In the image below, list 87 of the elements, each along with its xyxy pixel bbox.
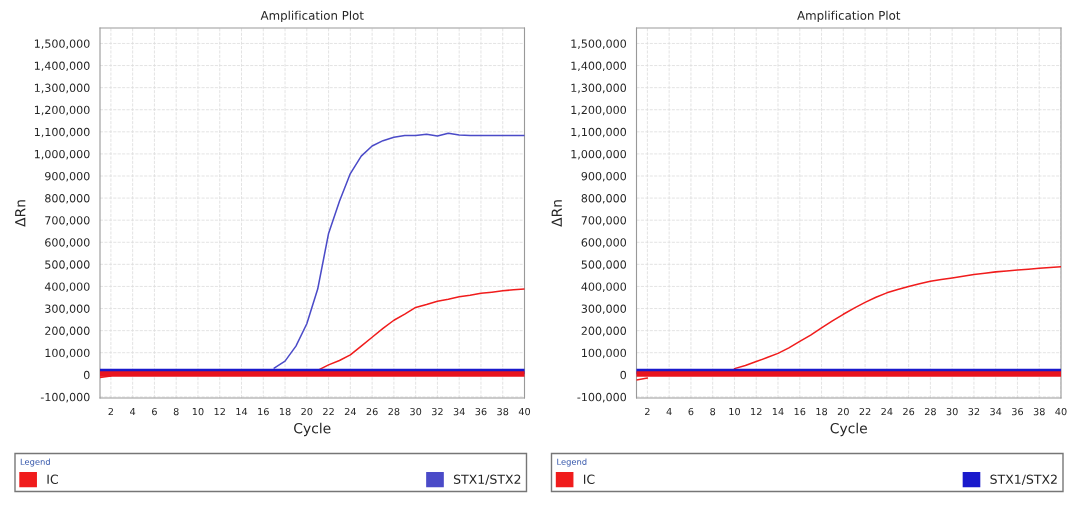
y-tick-label: 1,000,000	[571, 149, 627, 160]
x-tick-label: 28	[924, 407, 936, 416]
x-tick-label: 8	[710, 407, 716, 416]
y-tick-label: 1,400,000	[571, 61, 627, 72]
y-axis-title: ΔRn	[15, 200, 26, 227]
text: IC	[583, 474, 595, 484]
x-tick-label: 14	[236, 408, 248, 416]
x-tick-label: 30	[410, 407, 422, 416]
y-tick-label: 500,000	[45, 260, 90, 270]
y-tick-label: 0	[620, 370, 627, 380]
legend-label: IC	[47, 474, 58, 484]
y-tick-label: 1,200,000	[34, 105, 90, 116]
x-tick-label: 16	[258, 407, 269, 416]
x-tick-label: 36	[475, 407, 487, 416]
y-tick-label: 1,300,000	[571, 83, 627, 94]
x-tick-label: 10	[192, 407, 204, 416]
x-tick-label: 24	[344, 407, 356, 416]
x-tick-label: 40	[518, 407, 531, 416]
y-tick-label: 1,500,000	[34, 39, 90, 49]
x-tick-label: 16	[794, 407, 806, 416]
x-tick-label: 34	[990, 407, 1002, 416]
y-tick-label: 300,000	[581, 304, 627, 315]
y-tick-label: 600,000	[45, 238, 90, 248]
y-tick-label: 700,000	[581, 216, 627, 226]
x-tick-label: 28	[388, 407, 400, 416]
x-tick-label: 40	[1055, 407, 1067, 416]
y-tick-label: 500,000	[581, 260, 627, 270]
x-tick-label: 38	[497, 407, 509, 416]
x-tick-label: 6	[152, 407, 157, 416]
y-tick-label: 200,000	[581, 326, 627, 337]
x-tick-label: 22	[323, 407, 334, 416]
y-tick-label: 800,000	[581, 194, 627, 204]
y-tick-label: 100,000	[45, 348, 90, 359]
y-tick-label: 100,000	[582, 348, 627, 359]
legend-title: Legend	[557, 458, 587, 467]
y-tick-label: 1,100,000	[34, 127, 90, 138]
x-tick-label: 6	[688, 407, 694, 416]
x-tick-label: 36	[1012, 407, 1024, 416]
y-tick-label: 1,100,000	[571, 127, 627, 138]
y-tick-label: 1,400,000	[34, 61, 90, 72]
y-tick-label: 300,000	[45, 304, 90, 315]
y-axis-title: ΔRn	[551, 200, 562, 227]
x-axis-title: Cycle	[294, 422, 331, 437]
x-tick-label: 2	[645, 407, 650, 416]
x-tick-label: 4	[130, 408, 136, 416]
x-tick-label: 18	[279, 407, 291, 416]
legend-label: STX1/STX2	[453, 474, 521, 485]
x-tick-label: 30	[946, 407, 958, 416]
y-tick-label: 1,500,000	[571, 39, 627, 49]
y-tick-label: 900,000	[45, 171, 90, 182]
x-tick-label: 34	[453, 407, 465, 416]
x-axis-title: Cycle	[830, 422, 867, 437]
x-tick-label: 26	[366, 407, 378, 416]
x-tick-label: 20	[301, 407, 313, 416]
y-tick-label: 1,300,000	[34, 83, 90, 94]
y-tick-label: 400,000	[44, 282, 90, 292]
x-tick-label: 24	[881, 407, 893, 416]
x-tick-label: 38	[1033, 407, 1045, 416]
x-tick-label: 14	[772, 408, 784, 416]
chart-title: Amplification Plot	[797, 10, 901, 23]
x-tick-label: 18	[816, 407, 828, 416]
legend-label: STX1/STX2	[990, 474, 1057, 485]
x-tick-label: 2	[108, 407, 113, 416]
y-tick-label: 800,000	[45, 194, 90, 204]
y-tick-label: -100,000	[577, 392, 627, 403]
x-tick-label: 8	[173, 407, 179, 416]
x-tick-label: 26	[903, 407, 915, 416]
y-tick-label: -100,000	[40, 392, 90, 403]
y-tick-label: 600,000	[581, 238, 627, 248]
y-tick-label: 400,000	[581, 282, 627, 292]
x-tick-label: 32	[968, 407, 980, 416]
x-tick-label: 20	[837, 407, 849, 416]
x-tick-label: 32	[431, 407, 443, 416]
y-tick-label: 1,200,000	[571, 105, 627, 116]
x-tick-label: 10	[729, 407, 740, 416]
y-tick-label: 0	[83, 370, 90, 380]
line-series	[273, 132, 525, 369]
x-tick-label: 12	[751, 407, 762, 416]
y-tick-label: 1,000,000	[34, 149, 90, 160]
x-tick-label: 12	[214, 407, 225, 416]
y-tick-label: 200,000	[45, 326, 90, 337]
x-tick-label: 4	[666, 408, 672, 416]
y-tick-label: 700,000	[45, 216, 90, 226]
y-tick-label: 900,000	[581, 171, 627, 182]
x-tick-label: 22	[859, 407, 871, 416]
chart-title: Amplification Plot	[260, 10, 364, 23]
legend-title: Legend	[20, 458, 50, 467]
